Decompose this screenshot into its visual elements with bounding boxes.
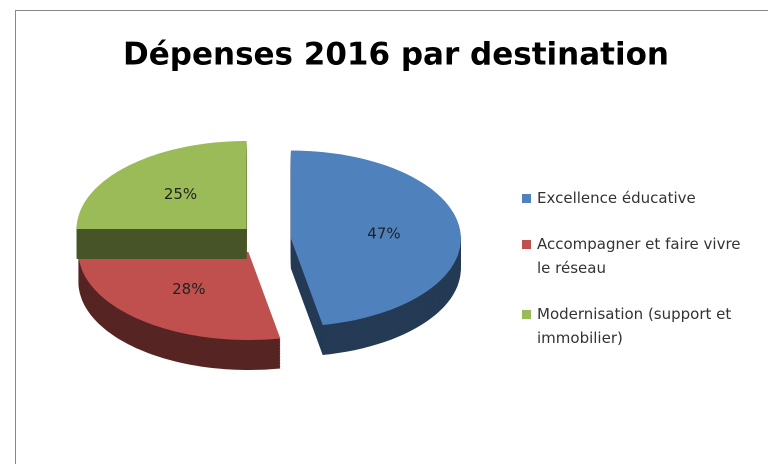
data-label: 47%: [367, 224, 400, 242]
legend-swatch: [522, 194, 531, 203]
legend: Excellence éducative Accompagner et faire…: [522, 186, 762, 372]
chart-title: Dépenses 2016 par destination: [123, 37, 669, 73]
legend-swatch: [522, 310, 531, 319]
slice: [78, 252, 281, 340]
legend-item: Accompagner et faire vivre le réseau: [522, 232, 762, 280]
legend-item: Modernisation (support et immobilier): [522, 302, 762, 350]
legend-swatch: [522, 240, 531, 249]
slice: [76, 141, 247, 229]
data-label: 25%: [164, 185, 197, 203]
data-label: 28%: [172, 280, 205, 298]
legend-label: Excellence éducative: [537, 189, 696, 207]
legend-label: Modernisation (support et immobilier): [537, 305, 732, 347]
slice: [290, 150, 461, 325]
legend-label: Accompagner et faire vivre le réseau: [537, 235, 741, 277]
legend-item: Excellence éducative: [522, 186, 762, 210]
